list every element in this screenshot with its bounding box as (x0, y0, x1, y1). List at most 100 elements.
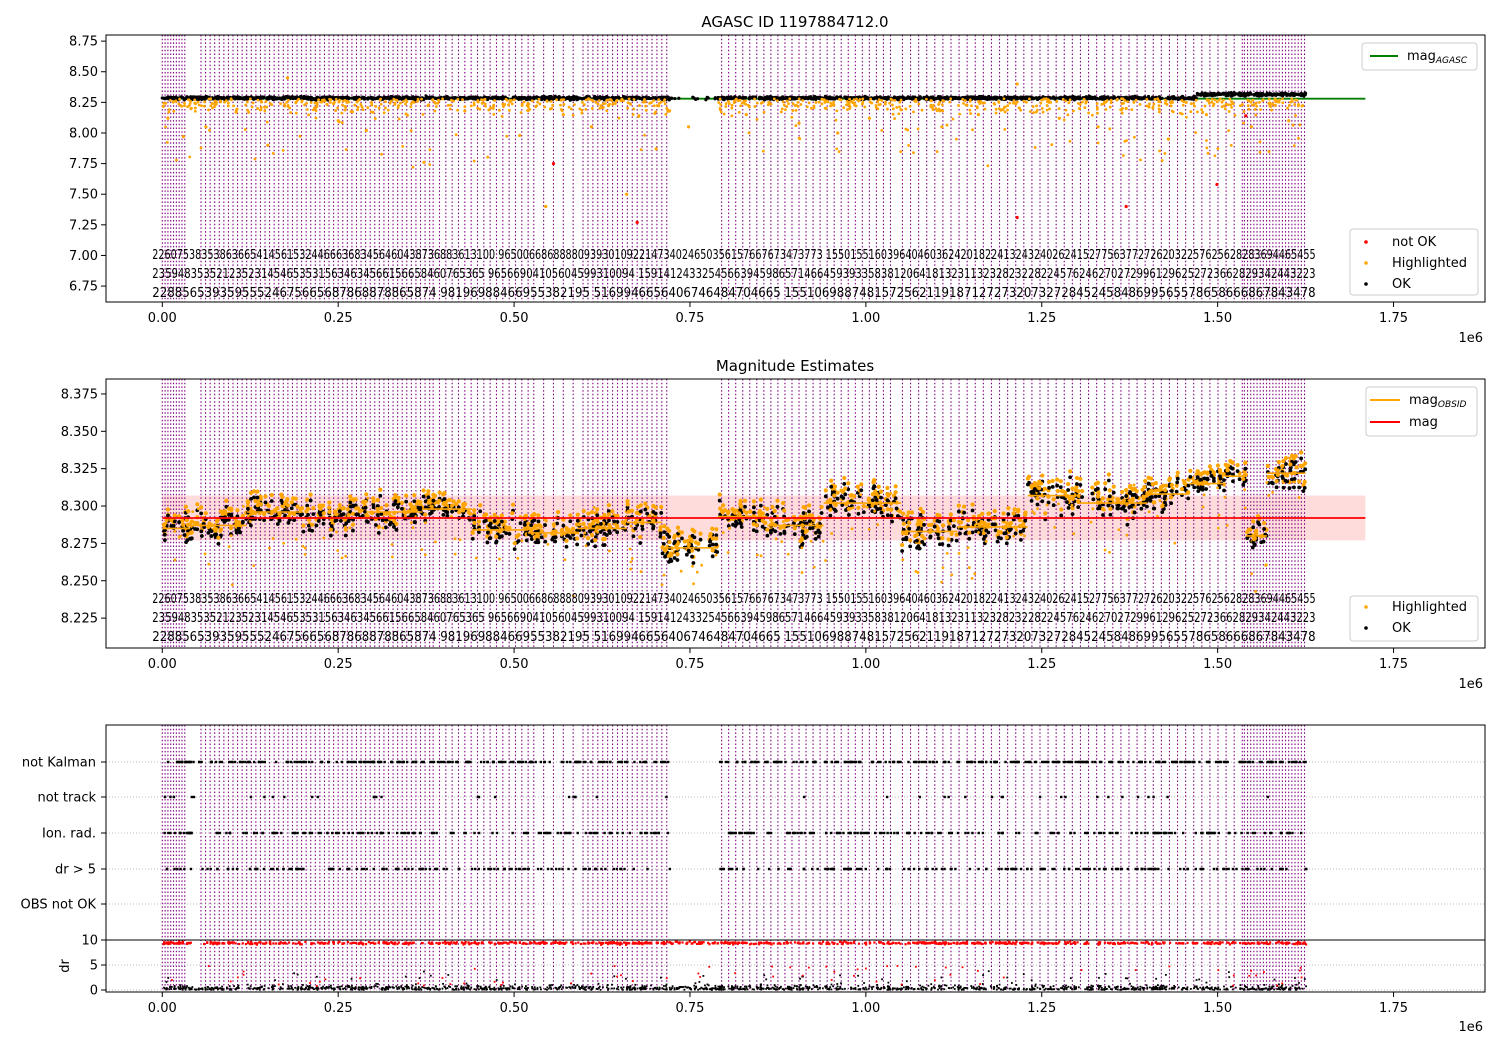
highlighted-point (1003, 110, 1007, 114)
highlighted-point (1095, 105, 1099, 109)
highlighted-point (1291, 99, 1294, 103)
highlighted-point (961, 97, 965, 101)
ok-point (645, 511, 650, 516)
highlighted-point (295, 504, 300, 509)
highlighted-point (1164, 99, 1168, 103)
ok-point (412, 499, 417, 504)
highlighted-point (859, 493, 863, 497)
highlighted-point (304, 509, 309, 514)
highlighted-point (809, 106, 813, 110)
highlighted-point (1096, 125, 1100, 129)
highlighted-point (809, 539, 813, 543)
highlighted-point (1222, 104, 1226, 108)
highlighted-point (227, 101, 230, 105)
highlighted-point (630, 557, 634, 560)
highlighted-point (320, 100, 324, 104)
ok-point (1112, 95, 1116, 99)
ok-point (874, 498, 879, 502)
highlighted-point (189, 99, 192, 103)
highlighted-point (986, 164, 990, 168)
highlighted-point (798, 137, 802, 141)
ok-point (352, 96, 356, 100)
ok-point (843, 492, 848, 497)
ok-point (631, 534, 636, 539)
highlighted-point (426, 500, 431, 505)
highlighted-point (334, 512, 339, 517)
highlighted-point (409, 105, 413, 109)
highlighted-point (173, 514, 177, 518)
highlighted-point (220, 511, 225, 516)
y-tick-label: 8.00 (69, 126, 98, 141)
highlighted-point (855, 484, 860, 489)
ok-point (713, 96, 717, 100)
highlighted-point (1066, 113, 1070, 117)
highlighted-point (949, 531, 954, 536)
highlighted-point (971, 128, 974, 132)
highlighted-point (997, 100, 1001, 103)
highlighted-point (1134, 98, 1138, 102)
highlighted-point (361, 108, 365, 112)
ok-point (310, 528, 315, 533)
highlighted-point (369, 110, 373, 114)
ok-point (598, 521, 603, 526)
ok-point (1303, 91, 1308, 95)
ok-point (343, 533, 348, 538)
highlighted-point (1286, 106, 1289, 110)
highlighted-point (315, 105, 319, 109)
highlighted-point (1157, 99, 1161, 103)
ok-point (177, 520, 181, 525)
highlighted-point (708, 531, 713, 537)
highlighted-point (527, 102, 531, 106)
highlighted-point (644, 104, 648, 108)
highlighted-point (263, 494, 268, 499)
ok-point (289, 506, 294, 511)
highlighted-point (1152, 102, 1156, 106)
highlighted-point (592, 505, 596, 509)
y-tick-label: 8.75 (69, 35, 98, 50)
highlighted-point (492, 112, 496, 116)
ok-point (493, 95, 498, 99)
ok-point (883, 96, 887, 100)
highlighted-point (1034, 110, 1038, 114)
highlighted-point (269, 492, 274, 498)
highlighted-point (949, 97, 953, 101)
highlighted-point (344, 554, 348, 558)
highlighted-point (378, 98, 382, 102)
ok-point (522, 522, 527, 527)
highlighted-point (549, 99, 553, 103)
highlighted-point (377, 106, 381, 110)
highlighted-point (245, 100, 249, 104)
ok-point (743, 504, 747, 509)
ok-point (654, 96, 658, 100)
highlighted-point (333, 101, 336, 104)
ok-point (885, 498, 890, 503)
highlighted-point (994, 107, 998, 111)
highlighted-point (531, 99, 534, 103)
highlighted-point (898, 105, 901, 109)
highlighted-point (719, 103, 723, 106)
highlighted-point (1247, 107, 1251, 111)
highlighted-point (883, 102, 887, 106)
ok-point (857, 95, 862, 99)
ok-point (615, 530, 620, 535)
highlighted-point (343, 108, 347, 112)
highlighted-point (1194, 131, 1198, 135)
highlighted-point (472, 508, 477, 513)
ok-point (922, 522, 926, 527)
highlighted-point (559, 98, 563, 102)
ok-point (575, 542, 580, 547)
highlighted-point (421, 113, 425, 116)
highlighted-point (469, 104, 473, 108)
highlighted-point (487, 108, 491, 112)
highlighted-point (772, 97, 776, 101)
highlighted-point (1205, 98, 1209, 101)
highlighted-point (1213, 98, 1217, 102)
ok-point (638, 509, 643, 514)
highlighted-point (283, 102, 286, 106)
highlighted-point (210, 101, 214, 105)
highlighted-point (536, 100, 540, 104)
highlighted-point (404, 98, 408, 102)
highlighted-point (289, 111, 293, 114)
highlighted-point (1203, 104, 1207, 108)
highlighted-point (583, 531, 587, 535)
